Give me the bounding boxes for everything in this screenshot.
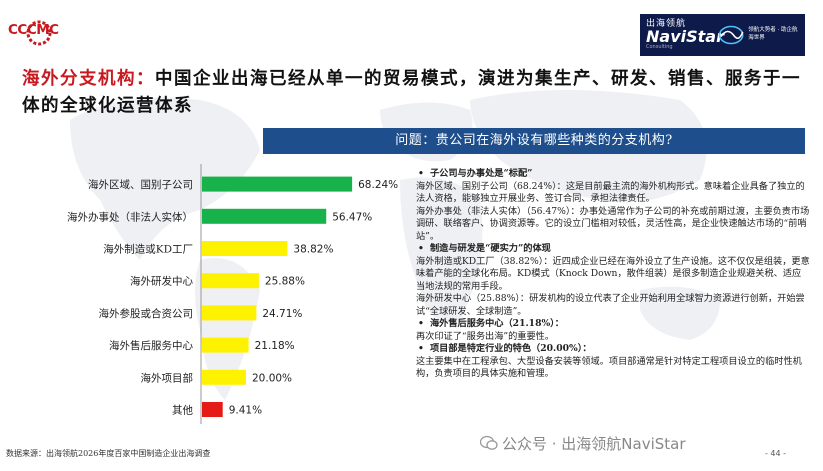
value-label: 9.41% <box>229 405 262 417</box>
question-banner: 问题：贵公司在海外设有哪些种类的分支机构? <box>263 128 805 154</box>
bar <box>202 402 223 417</box>
page-number: - 44 - <box>765 449 787 458</box>
cccmc-logo: CCCMC <box>8 20 70 46</box>
wechat-icon <box>480 435 498 450</box>
para-4: 海外研发中心（25.88%）：研发机构的设立代表了企业开始利用全球智力资源进行创… <box>416 293 805 317</box>
value-label: 25.88% <box>265 276 305 288</box>
value-label: 68.24% <box>358 179 398 191</box>
data-source: 数据来源：出海领航2026年度百家中国制造企业出海调查 <box>6 449 211 458</box>
category-label: 海外项目部 <box>141 371 194 384</box>
category-label: 海外参股或合资公司 <box>99 307 194 320</box>
bar <box>202 241 288 256</box>
logo-en: NaviStar <box>646 27 724 46</box>
bar <box>202 305 257 321</box>
logo-sub: Consulting <box>646 44 673 50</box>
value-label: 56.47% <box>332 211 372 223</box>
wave-swirl-icon <box>718 25 744 45</box>
bar <box>202 176 353 192</box>
logo-cn: 出海领航 <box>646 19 687 29</box>
category-label: 其他 <box>172 404 193 417</box>
page-title: 海外分支机构：中国企业出海已经从单一的贸易模式，演进为集生产、研发、销售、服务于… <box>22 66 802 120</box>
title-accent: 海外分支机构： <box>22 69 155 89</box>
heading-3: 海外售后服务中心（21.18%）： <box>416 318 810 331</box>
para-6: 这主要集中在工程承包、大型设备安装等领域。项目部通常是针对特定工程项目设立的临时… <box>416 355 802 380</box>
value-label: 21.18% <box>255 340 295 352</box>
bar <box>202 337 249 353</box>
bar-chart: 海外区域、国别子公司 68.24% 海外办事处（非法人实体） 56.47% 海外制造或K… <box>67 164 398 424</box>
value-label: 38.82% <box>293 244 333 256</box>
title-text: 中国企业出海已经从单一的贸易模式，演进为集生产、研发、销售、服务于一体的全球化运… <box>22 69 801 116</box>
gear-emblem-icon <box>26 20 52 46</box>
logo-tagline: 领航大势者 · 助企航海世界 <box>748 27 798 41</box>
category-label: 海外办事处（非法人实体） <box>67 210 193 223</box>
cccmc-logo-text: CCCMC <box>8 22 59 38</box>
para-5: 再次印证了“服务出海”的重要性。 <box>416 330 555 342</box>
category-label: 海外研发中心 <box>130 275 193 288</box>
para-1: 海外区域、国别子公司（68.24%）：这是目前最主流的海外机构形式。意味着企业具… <box>416 180 805 205</box>
category-label: 海外制造或KD工厂 <box>103 243 193 256</box>
category-label: 海外区域、国别子公司 <box>88 178 193 191</box>
heading-1: 子公司与办事处是“标配” <box>416 168 810 181</box>
wechat-watermark: 公众号 · 出海领航NaviStar <box>480 433 686 454</box>
para-2: 海外办事处（非法人实体）（56.47%）：办事处通常作为子公司的补充或前期过渡，… <box>416 205 810 242</box>
value-label: 20.00% <box>252 372 292 384</box>
bar <box>202 369 246 385</box>
category-label: 海外售后服务中心 <box>109 339 193 352</box>
heading-2: 制造与研发是“硬实力”的体现 <box>416 243 810 256</box>
bar <box>202 208 327 224</box>
value-label: 24.71% <box>262 308 302 320</box>
navistar-logo: 出海领航 NaviStar Consulting 领航大势者 · 助企航海世界 <box>640 14 805 56</box>
para-3: 海外制造或KD工厂（38.82%）：近四成企业已经在海外设立了生产设施。这不仅仅… <box>416 255 810 292</box>
analysis-text: 子公司与办事处是“标配” 海外区域、国别子公司（68.24%）：这是目前最主流的… <box>416 168 810 381</box>
bar <box>202 273 259 289</box>
heading-4: 项目部是特定行业的特色（20.00%）： <box>416 343 810 356</box>
watermark-text: 公众号 · 出海领航NaviStar <box>502 435 686 453</box>
